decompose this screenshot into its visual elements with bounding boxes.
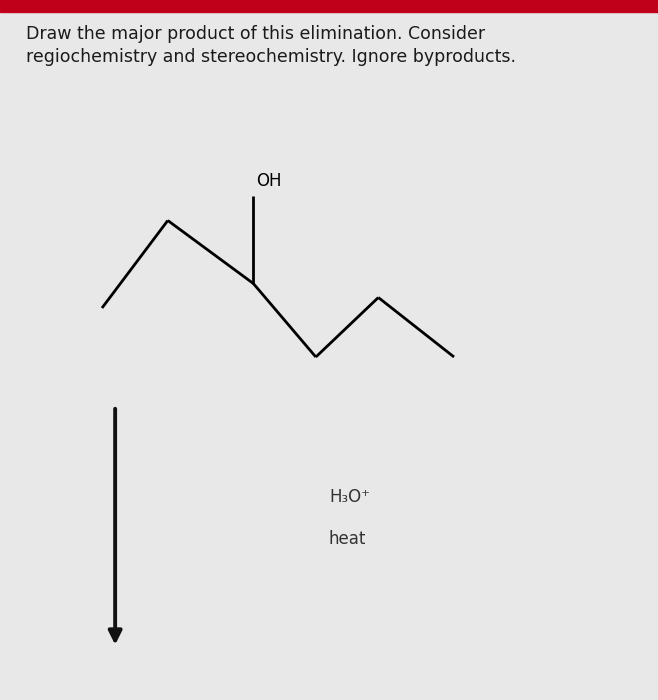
Text: heat: heat [329,530,367,548]
Text: H₃O⁺: H₃O⁺ [329,488,370,506]
Text: Draw the major product of this elimination. Consider: Draw the major product of this eliminati… [26,25,486,43]
Text: regiochemistry and stereochemistry. Ignore byproducts.: regiochemistry and stereochemistry. Igno… [26,48,517,66]
Text: OH: OH [257,172,282,190]
Bar [0,0,658,12]
